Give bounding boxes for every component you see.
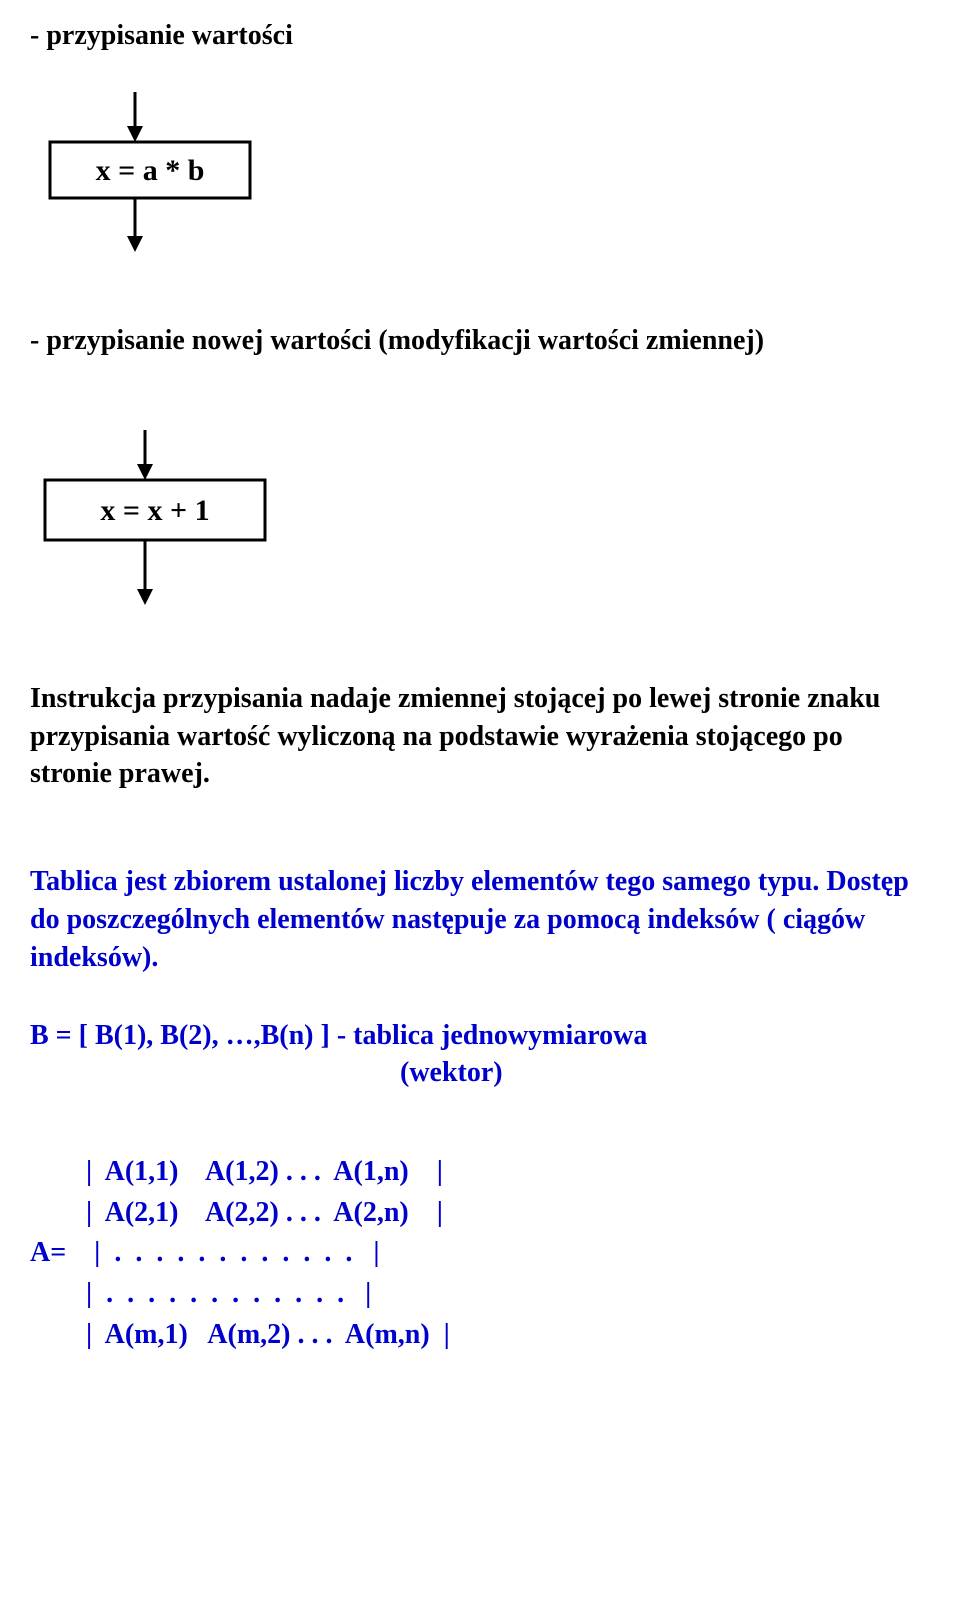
flowbox2-text: x = x + 1 (100, 494, 209, 527)
vector-def-line2: (wektor) (400, 1054, 930, 1092)
flowbox1-text: x = a * b (96, 154, 205, 187)
flowchart-box-2: x = x + 1 (30, 430, 930, 630)
flowchart-box-1: x = a * b (30, 92, 930, 272)
flowchart-svg-1: x = a * b (30, 92, 290, 272)
vector-def-line1: B = [ B(1), B(2), …,B(n) ] - tablica jed… (30, 1017, 930, 1055)
paragraph-tablica: Tablica jest zbiorem ustalonej liczby el… (30, 863, 930, 976)
matrix-block: | A(1,1) A(1,2) . . . A(1,n) | | A(2,1) … (30, 1152, 930, 1355)
heading-assign-new-value: - przypisanie nowej wartości (modyfikacj… (30, 322, 930, 360)
paragraph-instruction: Instrukcja przypisania nadaje zmiennej s… (30, 680, 930, 793)
flowchart-svg-2: x = x + 1 (30, 430, 310, 630)
heading-assign-value: - przypisanie wartości (30, 20, 930, 52)
